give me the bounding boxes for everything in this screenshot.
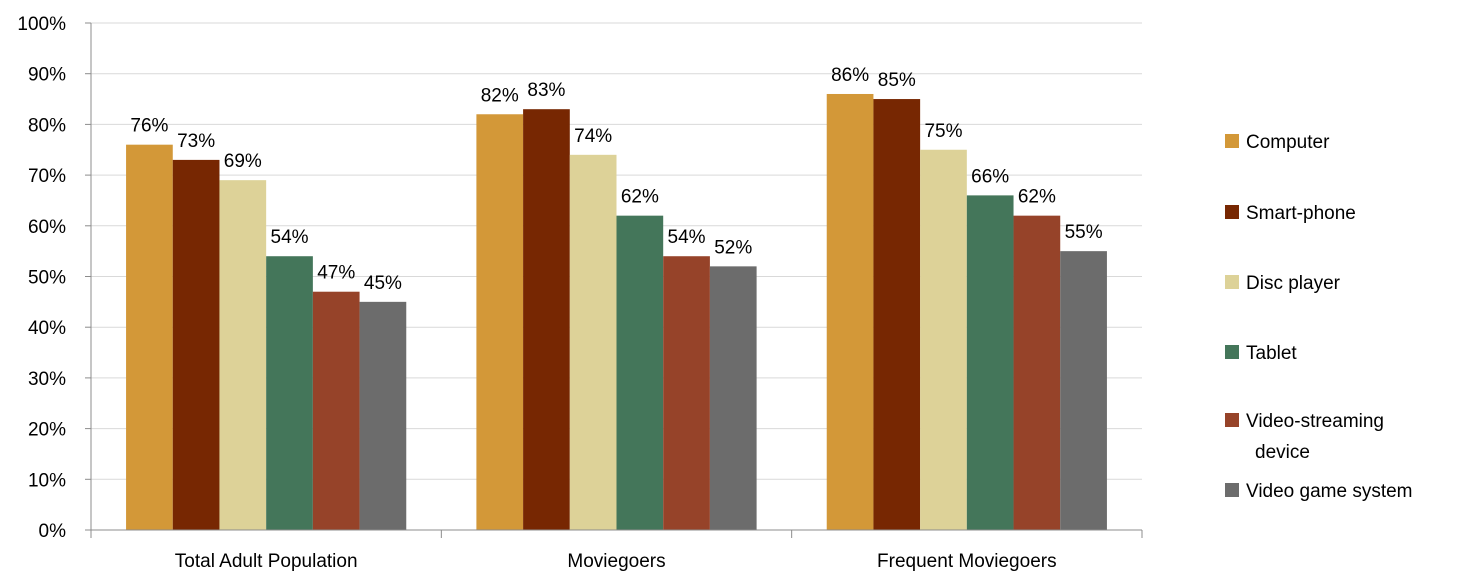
legend-swatch — [1225, 275, 1239, 289]
bar-video-game-system — [359, 301, 407, 530]
bar-video-game-system — [709, 266, 757, 530]
data-labels: 76% 73% 69% 54% 47% 45% 82% 83% 74% 62% 54% 52% 86% 8… — [130, 65, 1102, 294]
data-label: 75% — [924, 121, 962, 142]
data-label: 66% — [971, 166, 1009, 187]
legend-label-line: device — [1255, 442, 1310, 463]
axes: 0% 10% 20% 30% 40% 50% 60% 70% 80% 90% 100% Total A… — [17, 14, 1143, 572]
bar-video-game-system — [1060, 251, 1107, 530]
y-tick-label: 50% — [28, 268, 66, 289]
y-tick-label: 20% — [28, 420, 66, 441]
data-label: 54% — [271, 227, 309, 248]
bar-disc-player — [920, 149, 967, 530]
legend-label: Tablet — [1246, 343, 1297, 364]
legend-label: Video-streaming device — [1246, 411, 1384, 463]
data-label: 45% — [364, 273, 402, 294]
legend: Computer Smart-phone Disc player Tablet Vide… — [1225, 132, 1413, 502]
data-label: 73% — [177, 131, 215, 152]
bar-smart-phone — [873, 99, 921, 531]
legend-label-line: Tablet — [1246, 343, 1297, 364]
y-tick-label: 100% — [17, 14, 66, 35]
y-tick-label: 80% — [28, 115, 66, 136]
data-label: 52% — [714, 237, 752, 258]
data-label: 82% — [481, 85, 519, 106]
bar-video-streaming-device — [663, 256, 710, 530]
bar-video-streaming-device — [1013, 215, 1061, 530]
data-label: 62% — [621, 187, 659, 208]
data-label: 85% — [878, 70, 916, 91]
y-tick-label: 60% — [28, 217, 66, 238]
legend-swatch — [1225, 413, 1239, 427]
bar-tablet — [616, 215, 664, 530]
bar-computer — [126, 144, 173, 530]
data-label: 83% — [527, 80, 565, 101]
data-label: 54% — [668, 227, 706, 248]
bar-tablet — [266, 256, 313, 530]
bar-smart-phone — [172, 159, 220, 530]
data-label: 62% — [1018, 187, 1056, 208]
x-category-label: Frequent Moviegoers — [877, 551, 1057, 572]
legend-label: Video game system — [1246, 481, 1413, 502]
data-label: 47% — [317, 263, 355, 284]
legend-label-line: Computer — [1246, 132, 1330, 153]
y-tick-label: 90% — [28, 65, 66, 86]
data-label: 86% — [831, 65, 869, 86]
data-label: 55% — [1065, 222, 1103, 243]
y-tick-label: 0% — [39, 521, 67, 542]
legend-label-line: Video game system — [1246, 481, 1413, 502]
legend-label-line: Disc player — [1246, 273, 1341, 294]
legend-label: Disc player — [1246, 273, 1341, 294]
legend-swatch — [1225, 345, 1239, 359]
bar-disc-player — [569, 154, 617, 530]
bar-computer — [476, 114, 524, 530]
legend-swatch — [1225, 483, 1239, 497]
bar-disc-player — [219, 180, 267, 531]
legend-swatch — [1225, 205, 1239, 219]
bar-smart-phone — [523, 109, 570, 530]
y-tick-label: 30% — [28, 369, 66, 390]
y-tick-label: 70% — [28, 166, 66, 187]
bar-tablet — [966, 195, 1014, 530]
x-category-label: Moviegoers — [567, 551, 665, 572]
legend-label: Computer — [1246, 132, 1330, 153]
legend-swatch — [1225, 134, 1239, 148]
legend-label: Smart-phone — [1246, 203, 1356, 224]
bars — [126, 93, 1107, 531]
data-label: 74% — [574, 126, 612, 147]
y-tick-label: 40% — [28, 318, 66, 339]
x-category-label: Total Adult Population — [175, 551, 358, 572]
bar-video-streaming-device — [312, 291, 360, 530]
data-label: 76% — [130, 116, 168, 137]
legend-label-line: Smart-phone — [1246, 203, 1356, 224]
bar-computer — [826, 93, 874, 530]
legend-label-line: Video-streaming — [1246, 411, 1384, 432]
y-tick-label: 10% — [28, 470, 66, 491]
data-label: 69% — [224, 151, 262, 172]
